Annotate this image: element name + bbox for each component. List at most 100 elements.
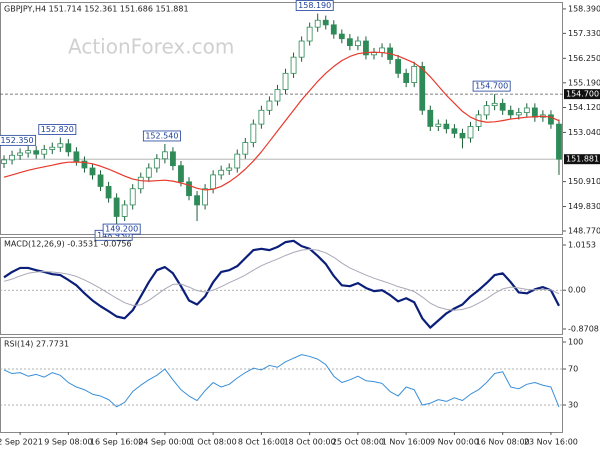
x-tick-label: 23 Nov 16:00 <box>524 438 578 447</box>
y-tick-label: -0.8708 <box>568 325 599 334</box>
candle-body <box>121 204 128 217</box>
y-tick-label: 1.0153 <box>568 241 596 250</box>
y-tick-label: 100 <box>568 338 583 347</box>
level-label-bg <box>564 89 600 100</box>
y-tick-label: 0.00 <box>568 286 586 295</box>
candle-body <box>346 38 353 47</box>
annotation-box <box>472 80 511 92</box>
y-tick-label: 149.830 <box>568 202 600 211</box>
candle-body <box>129 188 136 206</box>
x-tick-label: 1 Nov 16:00 <box>382 438 431 447</box>
candle-body <box>483 105 490 116</box>
candle-body <box>1 159 7 164</box>
candle-body <box>395 59 402 74</box>
annotation-box <box>38 124 77 135</box>
candle-body <box>218 169 225 176</box>
candle-body <box>507 109 514 116</box>
annotation-label: 152.540 <box>145 131 178 140</box>
x-tick-label: 9 Sep 08:00 <box>44 438 92 447</box>
watermark: ActionForex.com <box>68 35 234 59</box>
candle-body <box>33 150 40 155</box>
y-tick-label: 153.040 <box>568 128 600 137</box>
annotation-label: 154.700 <box>475 82 508 91</box>
candle-body <box>178 165 184 183</box>
annotation-box <box>295 0 334 11</box>
candle-body <box>419 66 426 111</box>
annotation-label: 152.820 <box>41 125 74 134</box>
candle-body <box>9 154 15 161</box>
candle-body <box>49 146 56 150</box>
candle-body <box>330 24 337 35</box>
candle-body <box>137 176 144 190</box>
x-tick-label: 2 Sep 2021 <box>0 438 43 447</box>
x-tick-label: 8 Oct 16:00 <box>238 438 285 447</box>
candle-body <box>282 72 289 90</box>
candle-body <box>531 107 538 118</box>
candle-body <box>202 188 208 206</box>
candle-body <box>403 72 410 83</box>
y-tick-label: 154.120 <box>568 103 600 112</box>
candle-body <box>491 102 498 107</box>
y-tick-label: 70 <box>568 365 578 374</box>
candle-body <box>298 40 305 58</box>
candle-body <box>153 158 160 169</box>
candle-body <box>314 19 321 28</box>
candle-body <box>89 167 96 176</box>
candle-body <box>145 167 152 178</box>
candle-body <box>57 143 64 148</box>
panel-title: RSI(14) 27.7731 <box>4 340 69 349</box>
candle-body <box>338 33 345 40</box>
y-tick-label: 155.190 <box>568 78 600 87</box>
annotation-label: 149.200 <box>105 225 138 234</box>
candle-body <box>170 151 176 167</box>
y-tick-label: 148.770 <box>568 226 600 235</box>
x-tick-label: 9 Nov 00:00 <box>430 438 479 447</box>
x-tick-label: 24 Sep 00:00 <box>138 438 191 447</box>
y-tick-label: 157.330 <box>568 29 600 38</box>
x-tick-label: 18 Oct 00:00 <box>284 438 336 447</box>
annotation-box <box>102 223 141 235</box>
y-tick-label: 30 <box>568 401 578 410</box>
candle-body <box>234 153 241 169</box>
candle-body <box>105 186 112 199</box>
candle-body <box>322 19 329 26</box>
panel-frame <box>0 2 563 235</box>
annotation-label: 152.350 <box>1 136 34 145</box>
line-series <box>3 239 560 329</box>
candle-body <box>467 126 474 139</box>
candle-body <box>515 112 522 116</box>
candle-body <box>355 40 361 47</box>
panel-frame <box>0 337 563 433</box>
candle-body <box>161 151 168 160</box>
candle-body <box>41 149 48 155</box>
candle-body <box>194 195 200 206</box>
candle-body <box>210 174 217 190</box>
candle-body <box>242 142 249 155</box>
candle-body <box>290 56 297 74</box>
candle-body <box>435 123 442 127</box>
x-tick-label: 25 Oct 08:00 <box>332 438 384 447</box>
annotation-label: 148.930 <box>97 231 130 240</box>
candle-body <box>65 143 72 153</box>
candle-body <box>17 152 24 156</box>
line-series <box>3 51 560 191</box>
candle-body <box>371 52 377 56</box>
line-series <box>3 354 560 408</box>
candle-body <box>411 66 418 83</box>
candle-body <box>556 123 562 160</box>
level-label-bg <box>564 154 600 165</box>
level-label: 154.700 <box>566 90 599 99</box>
candle-body <box>443 123 450 130</box>
candle-body <box>186 181 192 197</box>
candle-body <box>451 128 458 134</box>
candle-body <box>73 151 80 162</box>
candle-body <box>363 40 369 56</box>
annotation-box <box>142 130 181 142</box>
candle-body <box>427 109 434 127</box>
panel-title: GBPJPY,H4 151.714 152.361 151.686 151.88… <box>4 5 189 14</box>
panel-frame <box>0 237 563 335</box>
candle-body <box>226 167 233 171</box>
x-tick-label: 16 Nov 08:00 <box>476 438 530 447</box>
